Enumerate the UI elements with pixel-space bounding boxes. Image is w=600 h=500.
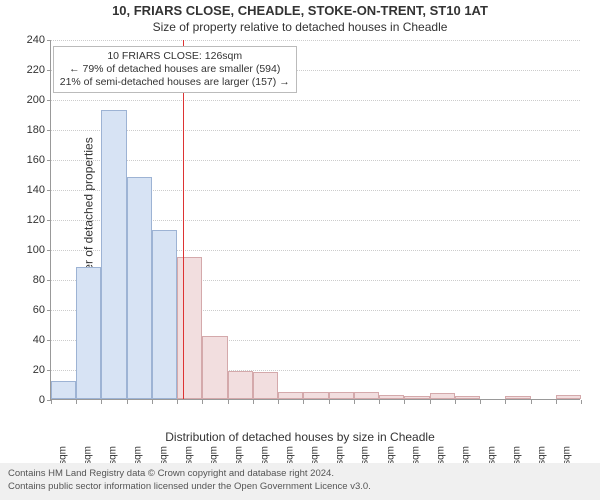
- y-tick-mark: [47, 190, 51, 191]
- y-tick-mark: [47, 250, 51, 251]
- y-tick-label: 200: [5, 94, 45, 106]
- histogram-bar: [101, 110, 126, 400]
- y-tick-label: 120: [5, 214, 45, 226]
- histogram-bar: [152, 230, 177, 400]
- y-tick-label: 220: [5, 64, 45, 76]
- annotation-line-1: 10 FRIARS CLOSE: 126sqm: [60, 50, 290, 63]
- x-tick-mark: [177, 400, 178, 404]
- x-tick-mark: [455, 400, 456, 404]
- y-tick-mark: [47, 70, 51, 71]
- x-tick-mark: [404, 400, 405, 404]
- x-tick-mark: [379, 400, 380, 404]
- y-tick-label: 240: [5, 34, 45, 46]
- footer-line-2: Contains public sector information licen…: [8, 481, 592, 494]
- attribution-footer: Contains HM Land Registry data © Crown c…: [0, 463, 600, 500]
- histogram-bar: [303, 392, 328, 400]
- chart-container: Number of detached properties 10 FRIARS …: [0, 40, 600, 430]
- footer-line-1: Contains HM Land Registry data © Crown c…: [8, 468, 592, 481]
- y-tick-mark: [47, 40, 51, 41]
- x-tick-mark: [253, 400, 254, 404]
- y-tick-label: 60: [5, 304, 45, 316]
- y-tick-label: 80: [5, 274, 45, 286]
- y-tick-label: 140: [5, 184, 45, 196]
- histogram-bar: [76, 267, 101, 399]
- gridline: [51, 130, 580, 131]
- y-tick-label: 100: [5, 244, 45, 256]
- y-tick-mark: [47, 160, 51, 161]
- x-tick-mark: [228, 400, 229, 404]
- x-tick-mark: [505, 400, 506, 404]
- gridline: [51, 100, 580, 101]
- annotation-box: 10 FRIARS CLOSE: 126sqm← 79% of detached…: [53, 46, 297, 93]
- y-tick-mark: [47, 370, 51, 371]
- annotation-line-3: 21% of semi-detached houses are larger (…: [60, 76, 290, 89]
- y-tick-mark: [47, 220, 51, 221]
- x-tick-mark: [101, 400, 102, 404]
- y-tick-label: 40: [5, 334, 45, 346]
- x-tick-mark: [152, 400, 153, 404]
- x-tick-mark: [329, 400, 330, 404]
- x-axis-label: Distribution of detached houses by size …: [0, 430, 600, 444]
- x-tick-mark: [354, 400, 355, 404]
- x-tick-mark: [556, 400, 557, 404]
- annotation-line-2: ← 79% of detached houses are smaller (59…: [60, 63, 290, 76]
- histogram-bar: [127, 177, 152, 399]
- x-tick-mark: [430, 400, 431, 404]
- x-tick-mark: [278, 400, 279, 404]
- x-tick-mark: [480, 400, 481, 404]
- y-tick-mark: [47, 340, 51, 341]
- histogram-bar: [202, 336, 227, 399]
- histogram-bar: [505, 396, 530, 399]
- y-tick-label: 0: [5, 394, 45, 406]
- histogram-bar: [455, 396, 480, 399]
- y-tick-mark: [47, 310, 51, 311]
- plot-area: 10 FRIARS CLOSE: 126sqm← 79% of detached…: [50, 40, 580, 400]
- y-tick-label: 160: [5, 154, 45, 166]
- x-tick-mark: [202, 400, 203, 404]
- histogram-bar: [177, 257, 202, 400]
- x-tick-mark: [76, 400, 77, 404]
- histogram-bar: [379, 395, 404, 400]
- histogram-bar: [329, 392, 354, 400]
- histogram-bar: [430, 393, 455, 399]
- gridline: [51, 40, 580, 41]
- histogram-bar: [51, 381, 76, 399]
- histogram-bar: [228, 371, 253, 400]
- y-tick-mark: [47, 280, 51, 281]
- y-tick-label: 20: [5, 364, 45, 376]
- histogram-bar: [354, 392, 379, 400]
- chart-subtitle: Size of property relative to detached ho…: [0, 20, 600, 34]
- y-tick-label: 180: [5, 124, 45, 136]
- gridline: [51, 160, 580, 161]
- x-tick-mark: [581, 400, 582, 404]
- x-tick-mark: [127, 400, 128, 404]
- x-tick-mark: [531, 400, 532, 404]
- y-tick-mark: [47, 130, 51, 131]
- chart-title-address: 10, FRIARS CLOSE, CHEADLE, STOKE-ON-TREN…: [0, 3, 600, 18]
- histogram-bar: [404, 396, 429, 399]
- x-tick-mark: [51, 400, 52, 404]
- histogram-bar: [253, 372, 278, 399]
- x-tick-mark: [303, 400, 304, 404]
- histogram-bar: [278, 392, 303, 400]
- y-tick-mark: [47, 100, 51, 101]
- reference-line: [183, 40, 184, 399]
- histogram-bar: [556, 395, 581, 400]
